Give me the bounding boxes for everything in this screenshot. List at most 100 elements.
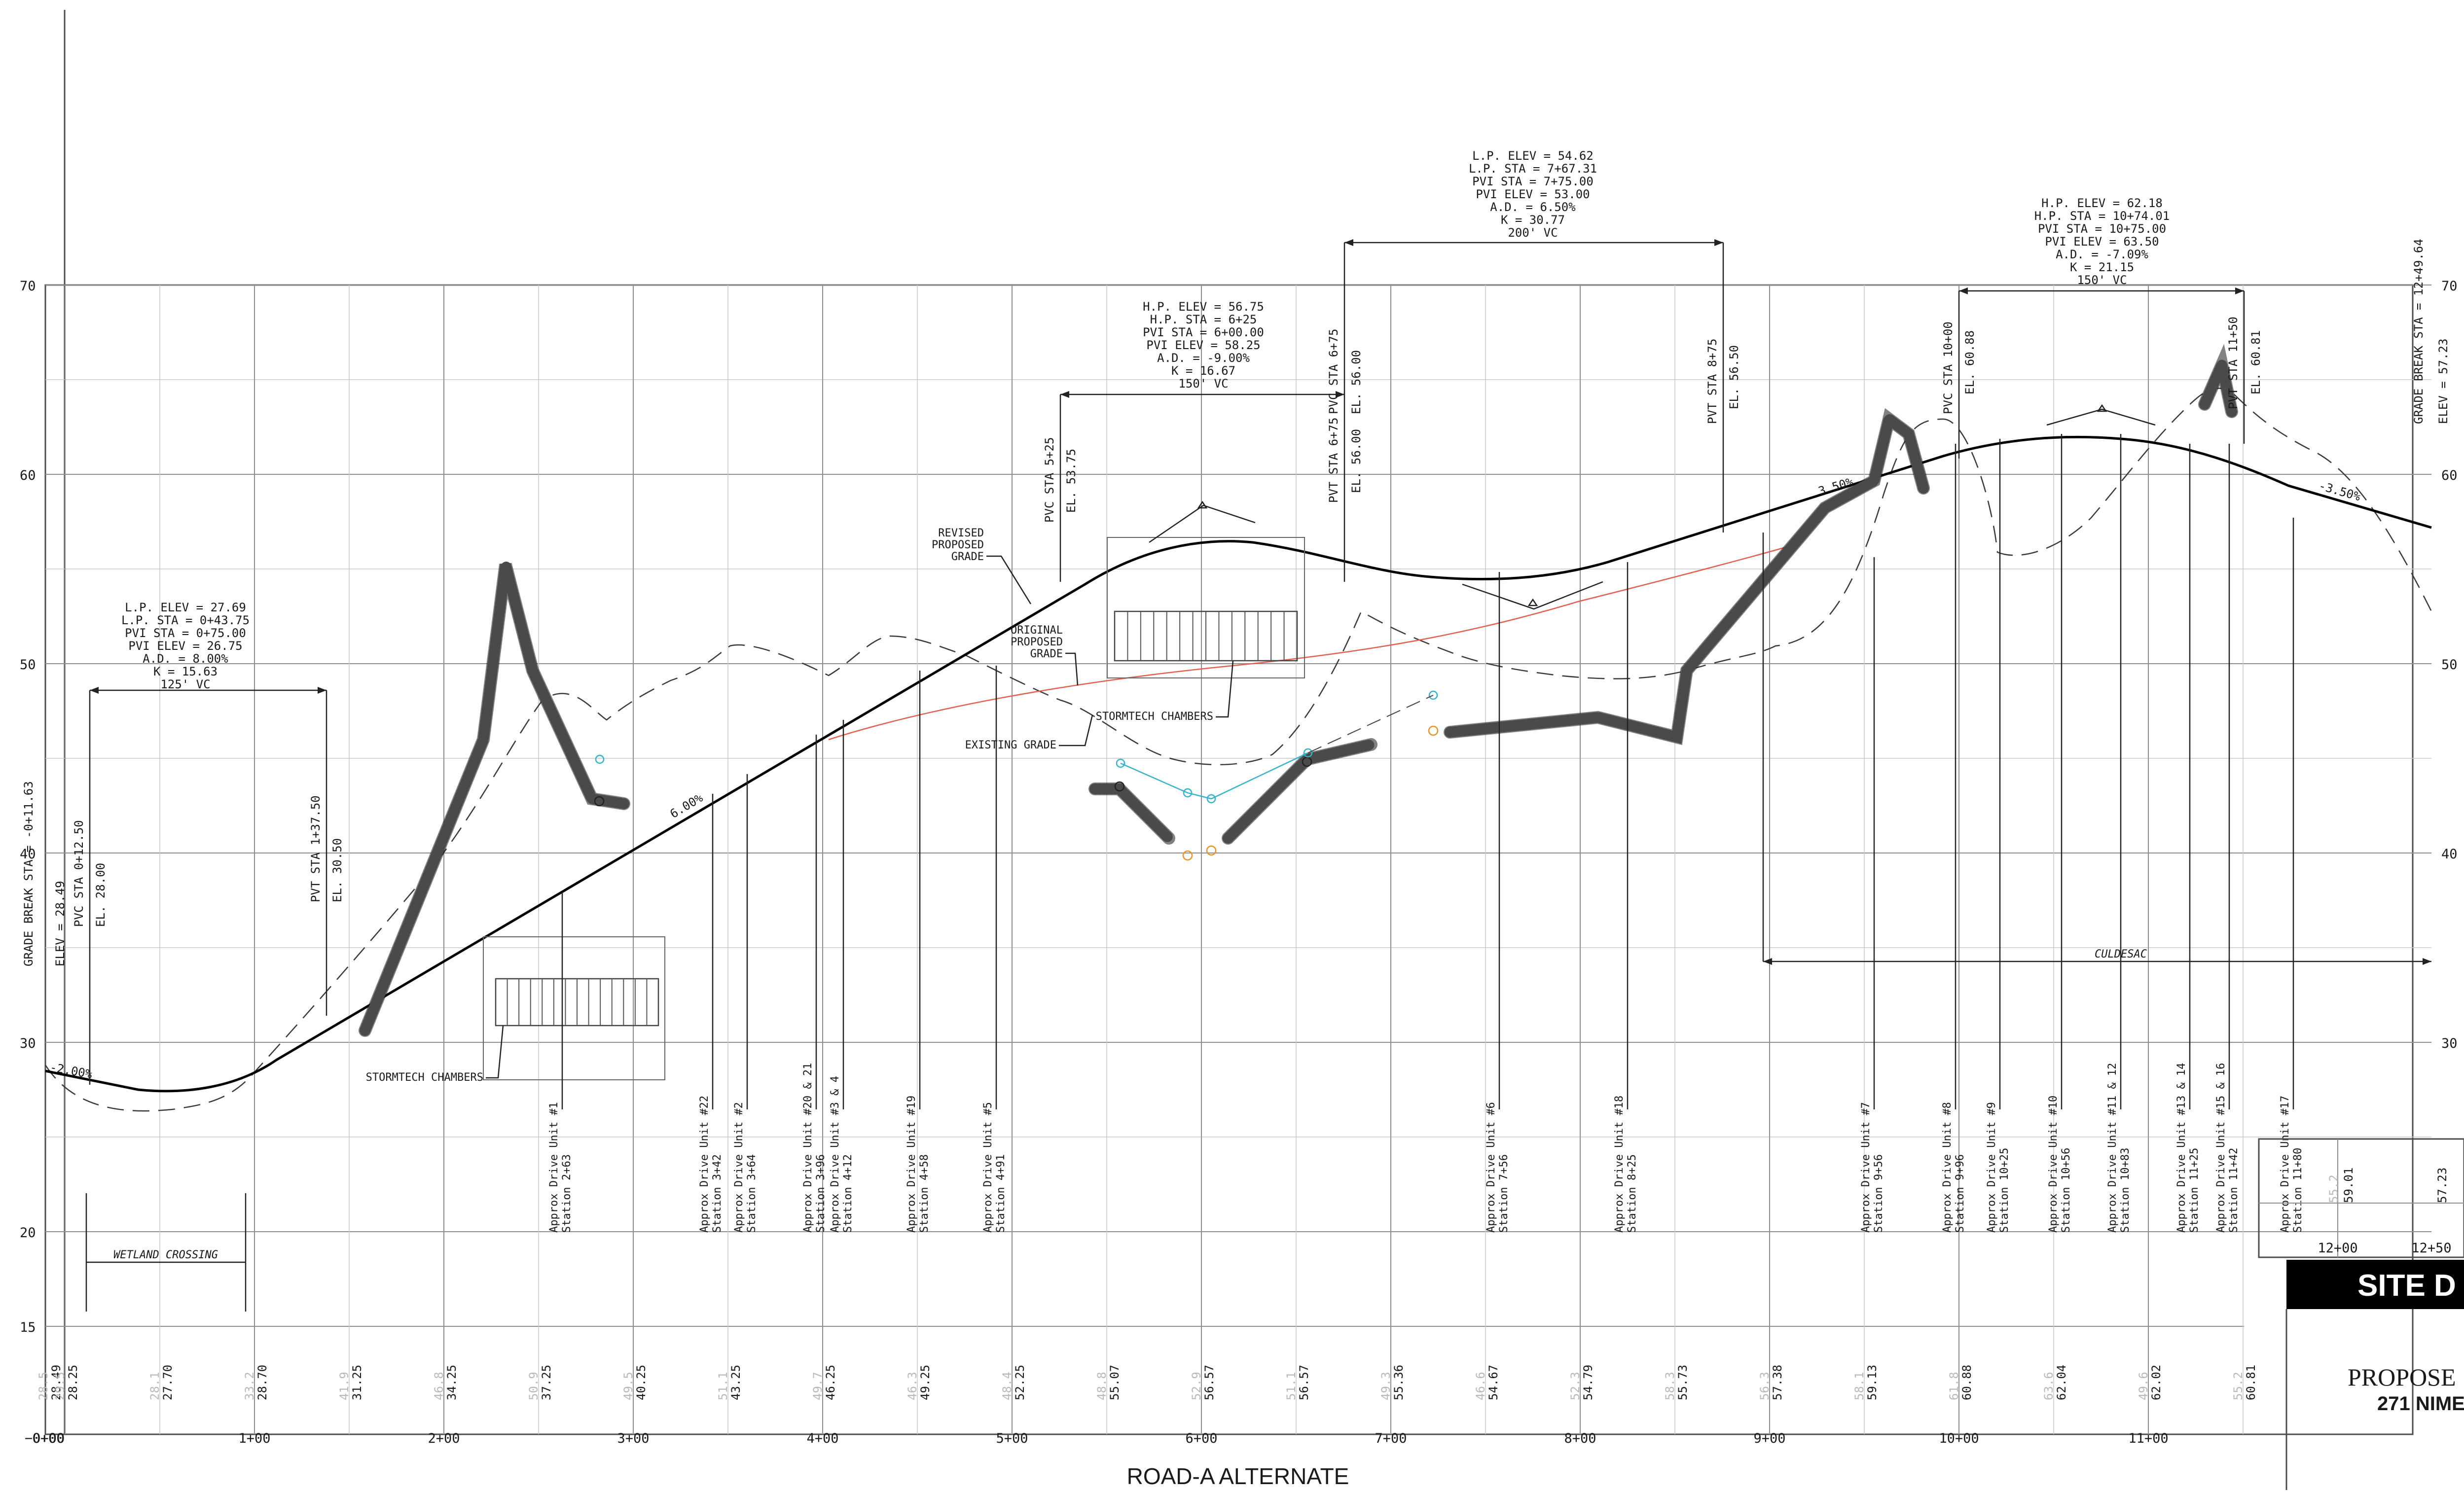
existing-elevation: 29.5 [53, 1372, 67, 1400]
title-block-heading-bar [2286, 1260, 2464, 1309]
revised-proposed-grade-line [45, 435, 2432, 1093]
drive-station-label: Station 4+12 [842, 1154, 854, 1233]
curve-line: PVI ELEV = 58.25 [1146, 338, 1260, 352]
x-tick: 6+00 [1185, 1431, 1217, 1446]
x-tick: 11+00 [2128, 1431, 2168, 1446]
existing-elevation: 58.1 [1852, 1372, 1866, 1400]
x-tick-start: −0+00 [25, 1431, 65, 1446]
cyan-marker [1183, 788, 1193, 798]
existing-elevation: 63.6 [2042, 1372, 2056, 1400]
curve-data-1: L.P. ELEV = 27.69 L.P. STA = 0+43.75 PVI… [121, 601, 250, 691]
proposed-elevation: 62.02 [2149, 1365, 2163, 1400]
proposed-elevation: 62.04 [2055, 1365, 2068, 1400]
x-tick: 2+00 [428, 1431, 460, 1446]
drive-unit-label: Approx Drive Unit #19 [906, 1096, 918, 1233]
drive-station-label: Station 11+42 [2228, 1148, 2240, 1233]
drive-unit-label: Approx Drive Unit #20 & 21 [802, 1063, 814, 1233]
cyan-marker [1428, 690, 1438, 700]
proposed-elevation: 31.25 [350, 1365, 364, 1400]
y-axis-right: 70 60 50 40 30 [2441, 279, 2458, 1051]
stormtech-chambers-left [483, 936, 665, 1080]
pipe-run-5 [2199, 347, 2237, 417]
curve-line: L.P. STA = 7+67.31 [1469, 162, 1597, 176]
vc-dimensions [85, 239, 2431, 1312]
existing-grade-line [44, 388, 2432, 1112]
existing-elevation: 58.3 [1663, 1372, 1677, 1400]
proposed-elevation: 46.25 [824, 1365, 837, 1400]
drive-station-label: Station 10+83 [2119, 1148, 2132, 1233]
curve-line: PVI STA = 6+00.00 [1143, 325, 1264, 339]
existing-elevation: 46.3 [906, 1372, 919, 1400]
drive-unit-label: Approx Drive Unit #6 [1485, 1102, 1497, 1233]
pvt-elev: EL. 56.50 [1727, 345, 1741, 409]
drive-station-label: Station 3+64 [746, 1154, 758, 1233]
pvc-label: PVC STA 6+75 [1327, 329, 1341, 414]
inset-x-tick: 12+50 [2411, 1241, 2451, 1256]
y-tick: 20 [20, 1225, 36, 1241]
curve-line: 200' VC [1508, 226, 1558, 240]
pvc-label: PVC STA 5+25 [1043, 437, 1056, 523]
curve-line: H.P. STA = 10+74.01 [2034, 209, 2170, 223]
proposed-elevation: 56.57 [1297, 1365, 1311, 1400]
profile-grid [44, 10, 2431, 1435]
drive-station-label: Station 9+56 [1873, 1154, 1885, 1233]
inset-frame [2258, 1138, 2464, 1258]
drive-unit-label: Approx Drive Unit #1 [548, 1102, 560, 1233]
y-tick: 40 [20, 847, 36, 862]
y-tick: 70 [20, 279, 36, 294]
hp-marker [1149, 504, 1256, 543]
title-block: SITE D PROPOSE 271 NIME [2285, 1260, 2464, 1490]
y-tick: 50 [20, 657, 36, 673]
drive-station-label: Station 3+42 [711, 1154, 724, 1233]
curve-data-4: H.P. ELEV = 62.18 H.P. STA = 10+74.01 PV… [2034, 196, 2170, 287]
curve-line: 150' VC [1178, 377, 1228, 391]
drive-unit-label: Approx Drive Unit #5 [982, 1102, 994, 1233]
proposed-pipes [359, 344, 2238, 1037]
existing-elevation: 51.1 [1284, 1372, 1298, 1400]
curve-line: 125' VC [160, 677, 210, 691]
curve-line: A.D. = 8.00% [143, 652, 228, 666]
curve-data-2: H.P. ELEV = 56.75 H.P. STA = 6+25 PVI ST… [1143, 300, 1264, 391]
existing-elevation: 51.1 [716, 1372, 730, 1400]
cyan-marker [1303, 748, 1313, 758]
drive-station-label: Station 11+25 [2188, 1148, 2201, 1233]
existing-elevation: 50.9 [527, 1372, 541, 1400]
pvt-elev: EL. 30.50 [330, 838, 344, 902]
proposed-elevation: 27.70 [161, 1365, 175, 1400]
pvc-elev: EL. 56.00 [1349, 350, 1363, 414]
drive-station-label: Station 7+56 [1498, 1154, 1510, 1233]
proposed-elevation: 55.36 [1392, 1365, 1406, 1400]
proposed-elevation: 52.25 [1013, 1365, 1027, 1400]
inset-elev: 57.23 [2435, 1168, 2449, 1203]
pipe-run-3 [1223, 739, 1377, 844]
y-tick: 60 [20, 468, 36, 483]
x-tick: 5+00 [996, 1431, 1028, 1446]
grade-break-elev: ELEV = 57.23 [2436, 339, 2450, 424]
drive-station-label: Station 9+96 [1954, 1154, 1966, 1233]
x-tick: 4+00 [806, 1431, 838, 1446]
callout-original: PROPOSED [1011, 636, 1063, 648]
proposed-elevation: 55.07 [1108, 1365, 1122, 1400]
curve-line: L.P. STA = 0+43.75 [121, 613, 250, 627]
curve-line: PVI ELEV = 63.50 [2045, 235, 2159, 249]
x-axis: −0+00 0+00 1+00 2+00 3+00 4+00 5+00 6+00… [25, 1431, 2169, 1446]
drawing-title: ROAD-A ALTERNATE [1127, 1463, 1349, 1489]
pvt-label: PVT STA 1+37.50 [309, 795, 323, 902]
orange-marker [1182, 850, 1193, 861]
drive-station-label: Station 2+63 [561, 1154, 573, 1233]
manhole-marker [594, 796, 605, 807]
curve-line: PVI STA = 10+75.00 [2038, 222, 2166, 236]
existing-elevation: 46.8 [432, 1372, 446, 1400]
drive-unit-label: Approx Drive Unit #11 & 12 [2106, 1063, 2119, 1233]
proposed-elevation: 57.38 [1771, 1365, 1784, 1400]
drive-unit-label: Approx Drive Unit #15 & 16 [2215, 1063, 2227, 1233]
grade-label: 6.00% [668, 791, 706, 821]
title-block-heading: SITE D [2357, 1269, 2456, 1303]
orange-marker [1428, 725, 1439, 736]
drive-unit-label: Approx Drive Unit #8 [1941, 1102, 1954, 1233]
x-tick: 3+00 [617, 1431, 649, 1446]
drive-unit-label: Approx Drive Unit #9 [1986, 1102, 1998, 1233]
pvc-elev: EL. 60.88 [1963, 330, 1977, 394]
